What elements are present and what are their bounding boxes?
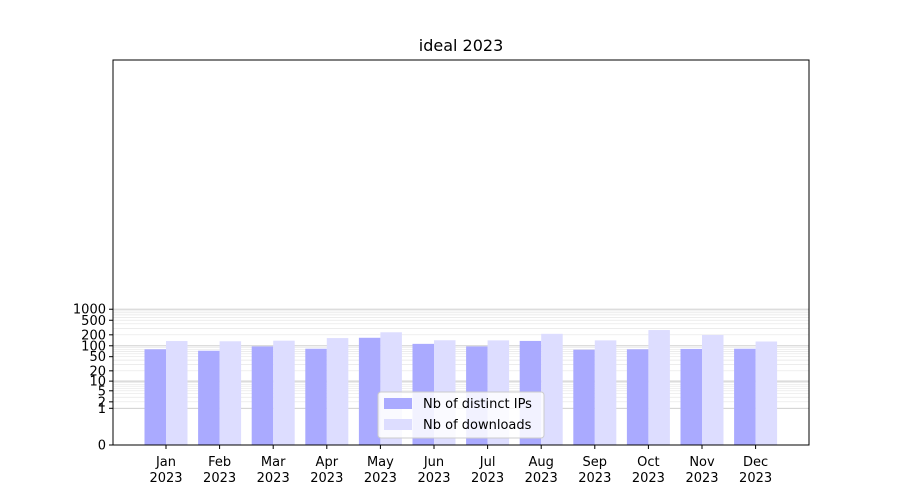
legend-swatch — [384, 398, 412, 409]
bar-downloads — [219, 341, 242, 445]
bar-distinct-ips — [626, 349, 649, 445]
x-tick-label: Aug — [529, 455, 554, 470]
x-tick-label-year: 2023 — [578, 471, 611, 486]
x-tick-label-year: 2023 — [364, 471, 397, 486]
y-tick-label: 5 — [98, 384, 106, 399]
x-tick-label-year: 2023 — [417, 471, 450, 486]
y-tick-label: 200 — [81, 328, 106, 343]
bar-downloads — [755, 341, 778, 445]
y-tick-label: 50 — [89, 350, 106, 365]
y-tick-label: 0 — [98, 439, 106, 454]
legend: Nb of distinct IPs Nb of downloads — [377, 391, 545, 439]
x-tick-label-year: 2023 — [203, 471, 236, 486]
legend-swatch — [384, 419, 412, 430]
x-tick-label: Jul — [479, 455, 496, 470]
plot-frame — [112, 59, 810, 446]
y-tick-label: 10 — [89, 375, 106, 390]
x-tick-label: Dec — [743, 455, 768, 470]
legend-box — [377, 391, 545, 439]
x-axis: Jan2023Feb2023Mar2023Apr2023May2023Jun20… — [149, 445, 772, 486]
x-tick-label: May — [367, 455, 394, 470]
bar-distinct-ips — [734, 348, 756, 445]
bar-distinct-ips — [358, 337, 381, 445]
x-tick-label-year: 2023 — [149, 471, 182, 486]
y-tick-label: 2 — [98, 395, 106, 410]
x-tick-label: Sep — [583, 455, 608, 470]
x-tick-label: Apr — [316, 455, 339, 470]
bar-downloads — [648, 330, 670, 445]
x-tick-label: Jan — [155, 455, 176, 470]
bar-downloads — [273, 340, 295, 445]
x-tick-label-year: 2023 — [471, 471, 504, 486]
bar-downloads — [594, 340, 617, 445]
bar-distinct-ips — [198, 350, 220, 445]
x-tick-label: Nov — [689, 455, 715, 470]
y-tick-label: 100 — [81, 339, 106, 354]
x-tick-label-year: 2023 — [525, 471, 558, 486]
y-tick-label: 500 — [81, 314, 106, 329]
y-tick-label: 1000 — [73, 303, 106, 318]
bar-downloads — [166, 341, 188, 445]
legend-label: Nb of distinct IPs — [423, 397, 532, 412]
chart-title: ideal 2023 — [419, 36, 504, 55]
bar-distinct-ips — [251, 346, 274, 445]
x-tick-label: Jun — [423, 455, 444, 470]
bar-distinct-ips — [144, 349, 166, 445]
x-tick-label-year: 2023 — [257, 471, 290, 486]
bar-distinct-ips — [680, 348, 702, 445]
x-tick-label-year: 2023 — [310, 471, 343, 486]
x-tick-label-year: 2023 — [685, 471, 718, 486]
x-tick-label: Oct — [637, 455, 659, 470]
bar-downloads — [702, 334, 724, 445]
bar-distinct-ips — [573, 349, 595, 445]
bar-downloads — [541, 333, 563, 445]
bar-distinct-ips — [305, 348, 327, 445]
x-tick-label-year: 2023 — [632, 471, 665, 486]
y-tick-label: 1 — [98, 402, 106, 417]
x-tick-label-year: 2023 — [739, 471, 772, 486]
bar-downloads — [326, 338, 349, 445]
x-tick-label: Feb — [208, 455, 231, 470]
x-tick-label: Mar — [261, 455, 286, 470]
y-tick-label: 20 — [89, 364, 106, 379]
legend-label: Nb of downloads — [423, 418, 532, 433]
